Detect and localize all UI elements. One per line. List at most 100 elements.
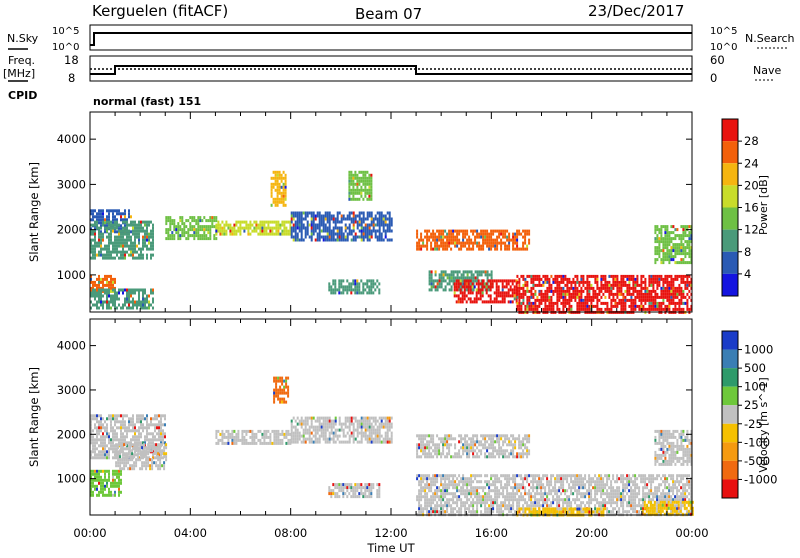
- data-cell: [516, 293, 518, 296]
- data-cell: [146, 230, 148, 233]
- data-cell: [524, 437, 526, 440]
- data-cell: [285, 186, 287, 189]
- data-cell: [460, 437, 462, 440]
- data-cell: [472, 248, 474, 251]
- data-cell: [100, 491, 102, 494]
- data-cell: [209, 237, 211, 240]
- data-cell: [435, 288, 437, 291]
- noise-tick-top-left: 10^5: [52, 26, 79, 37]
- data-cell: [434, 446, 436, 449]
- data-cell: [502, 449, 504, 452]
- data-cell: [524, 236, 526, 239]
- data-cell: [504, 230, 506, 233]
- data-cell: [383, 239, 385, 242]
- data-cell: [438, 443, 440, 446]
- data-cell: [285, 177, 287, 180]
- data-cell: [440, 440, 442, 443]
- data-cell: [144, 426, 146, 429]
- data-cell: [150, 432, 152, 435]
- data-cell: [378, 282, 380, 285]
- data-cell: [486, 449, 488, 452]
- data-cell: [335, 441, 337, 444]
- data-cell: [426, 440, 428, 443]
- data-cell: [161, 449, 163, 452]
- data-cell: [590, 299, 592, 302]
- data-cell: [636, 305, 638, 308]
- data-cell: [508, 294, 510, 297]
- data-cell: [372, 486, 374, 489]
- data-cell: [337, 239, 339, 242]
- data-cell: [600, 287, 602, 290]
- data-cell: [345, 426, 347, 429]
- data-cell: [136, 304, 138, 307]
- data-cell: [446, 242, 448, 245]
- data-cell: [357, 221, 359, 224]
- data-cell: [672, 231, 674, 234]
- data-cell: [381, 239, 383, 242]
- data-cell: [263, 430, 265, 433]
- data-cell: [630, 275, 632, 278]
- data-cell: [588, 308, 590, 311]
- data-cell: [132, 423, 134, 426]
- data-cell: [518, 455, 520, 458]
- data-cell: [338, 285, 340, 288]
- data-cell: [295, 233, 297, 236]
- data-cell: [265, 233, 267, 236]
- data-cell: [110, 287, 112, 290]
- data-cell: [127, 461, 129, 464]
- data-cell: [356, 180, 358, 183]
- data-cell: [375, 420, 377, 423]
- data-cell: [259, 230, 261, 233]
- data-cell: [100, 233, 102, 236]
- data-cell: [340, 285, 342, 288]
- data-cell: [618, 302, 620, 305]
- data-cell: [239, 224, 241, 227]
- data-cell: [368, 486, 370, 489]
- data-cell: [664, 252, 666, 255]
- data-cell: [135, 443, 137, 446]
- data-cell: [223, 442, 225, 445]
- data-cell: [355, 420, 357, 423]
- data-cell: [295, 441, 297, 444]
- data-cell: [490, 297, 492, 300]
- data-cell: [331, 426, 333, 429]
- data-cell: [215, 219, 217, 222]
- data-cell: [92, 479, 94, 482]
- data-cell: [385, 236, 387, 239]
- data-cell: [122, 236, 124, 239]
- data-cell: [94, 456, 96, 459]
- data-cell: [92, 295, 94, 298]
- data-cell: [98, 423, 100, 426]
- data-cell: [379, 212, 381, 215]
- data-cell: [334, 291, 336, 294]
- data-cell: [448, 437, 450, 440]
- data-cell: [116, 221, 118, 224]
- data-cell: [215, 430, 217, 433]
- data-cell: [492, 434, 494, 437]
- data-cell: [126, 224, 128, 227]
- data-cell: [688, 234, 690, 237]
- data-cell: [303, 420, 305, 423]
- data-cell: [160, 432, 162, 435]
- data-cell: [518, 233, 520, 236]
- data-cell: [375, 435, 377, 438]
- data-cell: [363, 233, 365, 236]
- data-cell: [359, 236, 361, 239]
- data-cell: [110, 224, 112, 227]
- data-cell: [385, 221, 387, 224]
- data-cell: [96, 212, 98, 215]
- data-cell: [106, 304, 108, 307]
- data-cell: [454, 245, 456, 248]
- data-cell: [420, 455, 422, 458]
- data-cell: [550, 296, 552, 299]
- data-cell: [584, 308, 586, 311]
- data-cell: [160, 417, 162, 420]
- data-cell: [640, 290, 642, 293]
- data-cell: [104, 420, 106, 423]
- data-cell: [454, 443, 456, 446]
- data-cell: [369, 212, 371, 215]
- data-cell: [610, 308, 612, 311]
- data-cell: [150, 417, 152, 420]
- data-cell: [112, 432, 114, 435]
- data-cell: [391, 239, 393, 242]
